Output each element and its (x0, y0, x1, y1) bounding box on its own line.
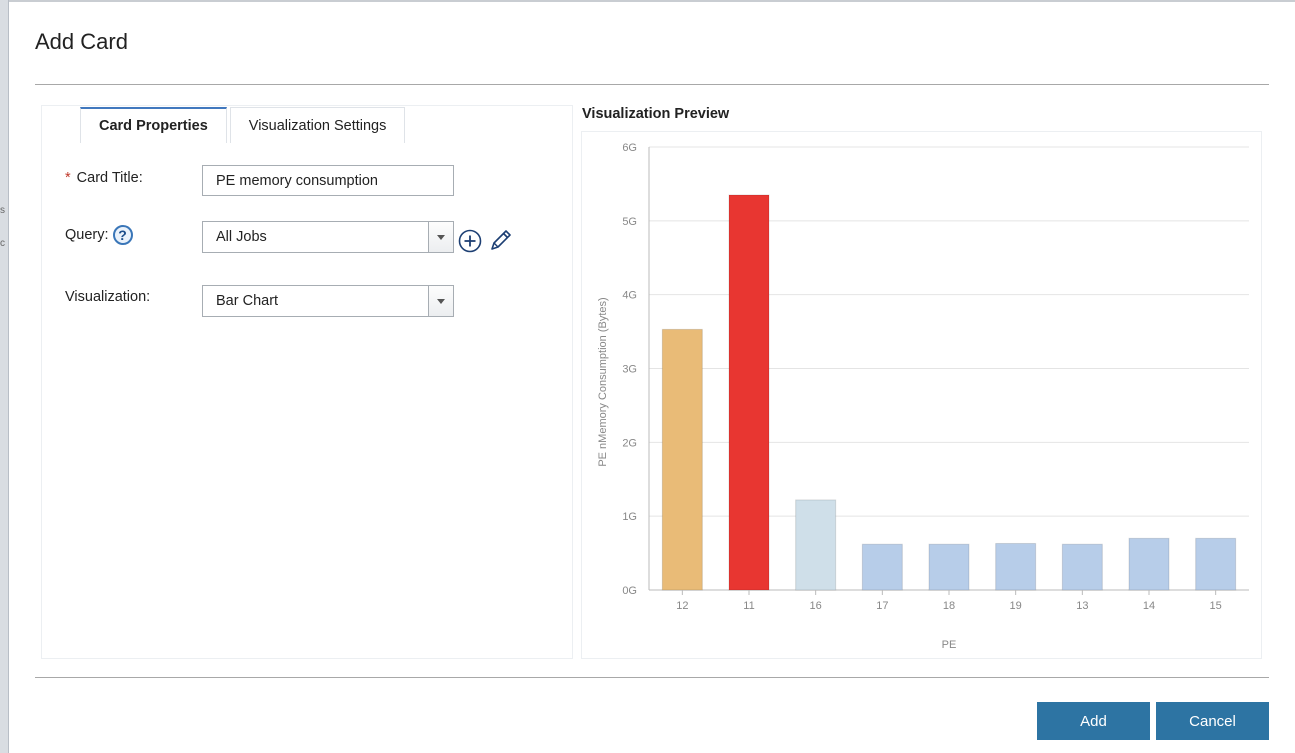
bar-pe-15[interactable] (1195, 537, 1237, 591)
footer-divider (35, 677, 1269, 678)
card-title-label: * Card Title: (65, 170, 143, 186)
pencil-icon[interactable] (488, 227, 514, 253)
y-tick-label: 6G (622, 142, 637, 154)
query-select-value: All Jobs (216, 229, 267, 245)
tab-bar: Card Properties Visualization Settings (80, 107, 408, 144)
card-title-label-text: Card Title: (76, 170, 143, 186)
query-select[interactable]: All Jobs (202, 221, 454, 253)
bar-pe-13[interactable] (1061, 543, 1103, 591)
cancel-button[interactable]: Cancel (1156, 702, 1269, 740)
x-axis-label: PE (942, 639, 957, 651)
chevron-down-icon[interactable] (428, 222, 453, 252)
dialog-title: Add Card (35, 29, 128, 54)
query-label: Query:? (65, 225, 133, 245)
add-circle-icon[interactable] (458, 229, 482, 253)
help-icon[interactable]: ? (112, 225, 133, 245)
query-label-text: Query: (65, 226, 109, 243)
required-mark: * (65, 170, 71, 186)
visualization-select-value: Bar Chart (216, 293, 279, 309)
x-tick-label: 19 (1010, 600, 1022, 612)
x-tick-label: 11 (743, 600, 754, 612)
background-window-edge: s c (0, 0, 9, 753)
bar-pe-14[interactable] (1128, 537, 1170, 591)
visualization-preview: 0G 1G 2G 3G 4G 5G 6G 12 11 16 17 18 19 13 14 15 PE nMem… (581, 131, 1262, 659)
x-tick-label: 16 (810, 600, 822, 612)
add-card-dialog: Add Card Card Properties Visualization S… (9, 0, 1295, 753)
y-tick-label: 1G (622, 511, 637, 523)
bar-pe-12[interactable] (661, 328, 703, 591)
bar-chart: 0G 1G 2G 3G 4G 5G 6G 12 11 16 17 18 19 13 14 15 PE nMem… (597, 142, 1249, 651)
chevron-down-icon[interactable] (428, 286, 453, 316)
card-properties-panel: Card Properties Visualization Settings *… (41, 105, 573, 659)
visualization-select[interactable]: Bar Chart (202, 285, 454, 317)
x-tick-label: 12 (676, 600, 688, 612)
bar-pe-18[interactable] (928, 543, 970, 591)
bar-pe-17[interactable] (861, 543, 903, 591)
header-divider (35, 84, 1269, 85)
bar-pe-19[interactable] (995, 542, 1037, 591)
add-button[interactable]: Add (1037, 702, 1150, 740)
y-axis-label: PE nMemory Consumption (Bytes) (597, 297, 609, 466)
visualization-label: Visualization: (65, 289, 151, 305)
tab-card-properties[interactable]: Card Properties (80, 107, 227, 143)
x-tick-label: 14 (1143, 600, 1155, 612)
y-tick-label: 3G (622, 364, 637, 376)
bar-pe-11[interactable] (728, 194, 770, 591)
x-tick-label: 15 (1210, 600, 1222, 612)
tab-visualization-settings[interactable]: Visualization Settings (229, 107, 406, 143)
y-tick-label: 2G (622, 437, 637, 449)
bar-pe-16[interactable] (795, 499, 837, 591)
x-tick-label: 13 (1076, 600, 1088, 612)
preview-title: Visualization Preview (582, 106, 730, 122)
y-tick-label: 4G (622, 290, 637, 302)
y-tick-label: 5G (622, 216, 637, 228)
x-tick-label: 18 (943, 600, 955, 612)
card-title-input[interactable] (202, 165, 454, 196)
x-tick-label: 17 (876, 600, 888, 612)
y-tick-label: 0G (622, 585, 637, 597)
